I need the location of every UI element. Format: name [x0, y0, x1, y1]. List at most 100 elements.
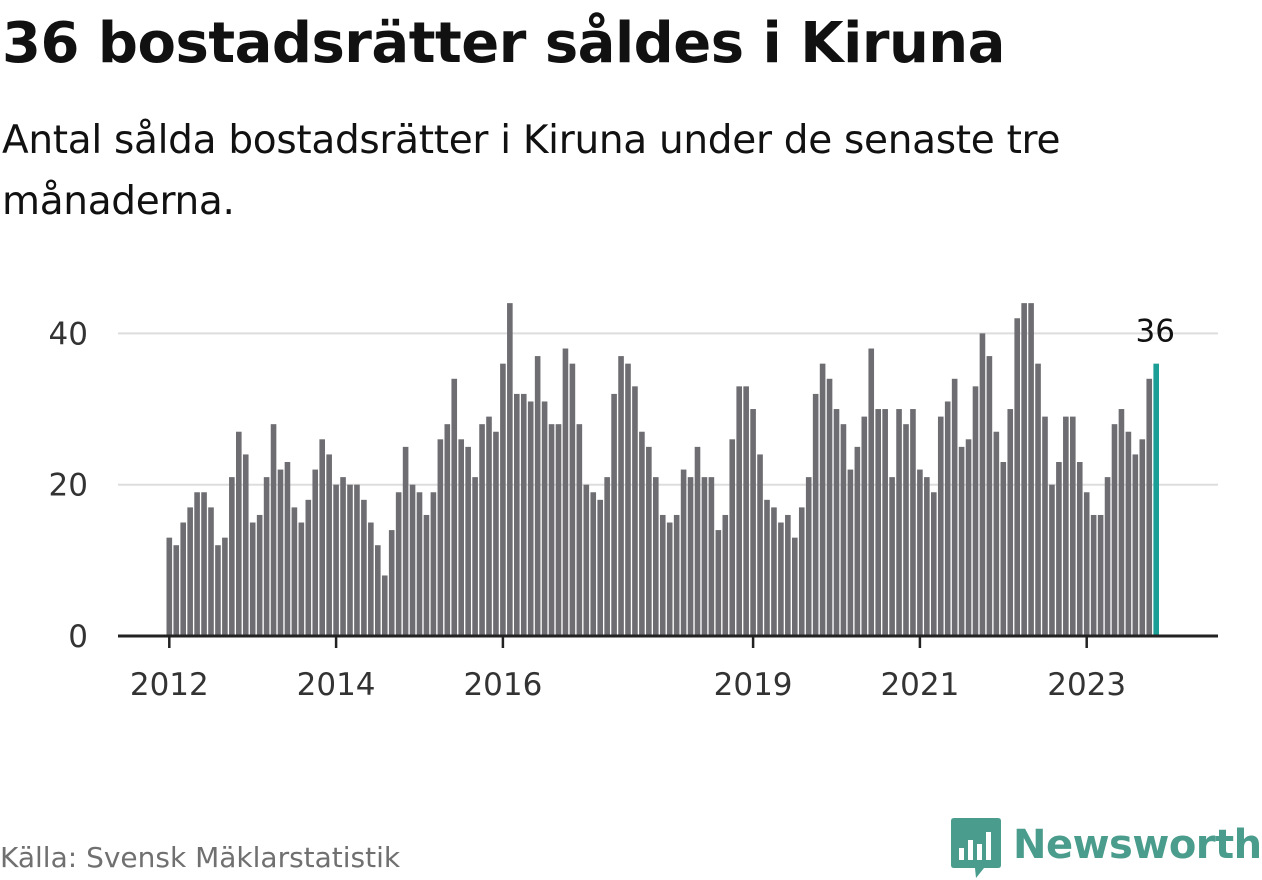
bar [1063, 416, 1069, 636]
bar [729, 439, 736, 636]
bar [861, 416, 868, 636]
bar [423, 514, 430, 636]
bar [798, 507, 805, 636]
bar [576, 424, 583, 636]
bar [819, 363, 826, 636]
bar [361, 499, 367, 636]
bar [166, 537, 173, 636]
bar [534, 356, 541, 636]
bar [840, 424, 847, 636]
bar [924, 477, 930, 636]
bar [805, 477, 812, 636]
bar [520, 393, 527, 636]
bar [1104, 477, 1111, 636]
bar [590, 492, 597, 636]
bar [291, 507, 298, 636]
newsworthy-logo[interactable]: Newsworthy [951, 818, 1262, 880]
bar [910, 409, 916, 636]
bar [597, 499, 603, 636]
bar [778, 522, 784, 636]
labels: 0 20 40 36 2012 2014 2016 2019 2021 2023 [49, 314, 1175, 703]
bar [715, 530, 722, 636]
bar [889, 477, 895, 636]
bar [854, 446, 861, 636]
bar [1111, 424, 1118, 636]
bar [242, 454, 249, 636]
bar [583, 484, 590, 636]
source-note: Källa: Svensk Mäklarstatistik [0, 841, 401, 874]
bar-chart: 0 20 40 36 2012 2014 2016 2019 2021 2023 [49, 303, 1218, 703]
bar [812, 393, 819, 636]
bar [736, 386, 742, 636]
bar [1042, 416, 1048, 636]
bar [687, 477, 694, 636]
chart-title: 36 bostadsrätter såldes i Kiruna [2, 11, 1005, 76]
bar [875, 409, 881, 636]
bar [701, 477, 708, 636]
bar [611, 393, 617, 636]
bar [437, 439, 444, 636]
bar [722, 514, 729, 636]
chart-subtitle: Antal sålda bostadsrätter i Kiruna under… [2, 118, 1061, 224]
bar [666, 522, 673, 636]
bar [263, 477, 270, 636]
axes [118, 634, 1218, 648]
bar [388, 530, 395, 636]
bar [277, 469, 284, 636]
highlight-value-label: 36 [1135, 314, 1174, 350]
bars [166, 303, 1159, 636]
y-tick-label: 40 [49, 316, 88, 352]
bar [673, 514, 680, 636]
bar [1090, 514, 1097, 636]
bar [305, 499, 312, 636]
bar [298, 522, 305, 636]
bar [931, 492, 937, 636]
bar [979, 333, 986, 636]
bar [326, 454, 332, 636]
bar [284, 462, 291, 636]
bar [222, 537, 228, 636]
bar [409, 484, 416, 636]
bar [1146, 378, 1153, 636]
bar [201, 492, 207, 636]
bar [618, 356, 624, 636]
x-tick-label: 2023 [1047, 667, 1126, 703]
bar [444, 424, 451, 636]
bar [1125, 431, 1132, 636]
x-tick-label: 2016 [463, 667, 542, 703]
bar [312, 469, 319, 636]
bar [548, 424, 555, 636]
bar [764, 499, 770, 636]
bar [180, 522, 186, 636]
bar [1035, 363, 1041, 636]
bar [653, 477, 659, 636]
bar [944, 401, 951, 636]
x-tick-label: 2021 [880, 667, 959, 703]
bar [757, 454, 763, 636]
bar [896, 409, 902, 636]
bar [1097, 514, 1104, 636]
bar [785, 514, 791, 636]
bar [986, 356, 993, 636]
bar [1000, 462, 1007, 636]
bar [354, 484, 360, 636]
bar [639, 431, 645, 636]
bar [451, 378, 458, 636]
bar [625, 363, 631, 636]
bar [632, 386, 638, 636]
bar [187, 507, 193, 636]
bar [541, 401, 548, 636]
bar [972, 386, 979, 636]
bar [937, 416, 944, 636]
bar [368, 522, 374, 636]
y-tick-label: 20 [49, 468, 88, 504]
bar [486, 416, 492, 636]
bar [479, 424, 485, 636]
bar [743, 386, 749, 636]
x-tick-label: 2012 [130, 667, 209, 703]
bar [229, 477, 235, 636]
bar [514, 393, 520, 636]
bar [1028, 303, 1034, 636]
bar [1132, 454, 1139, 636]
bar [381, 575, 388, 636]
